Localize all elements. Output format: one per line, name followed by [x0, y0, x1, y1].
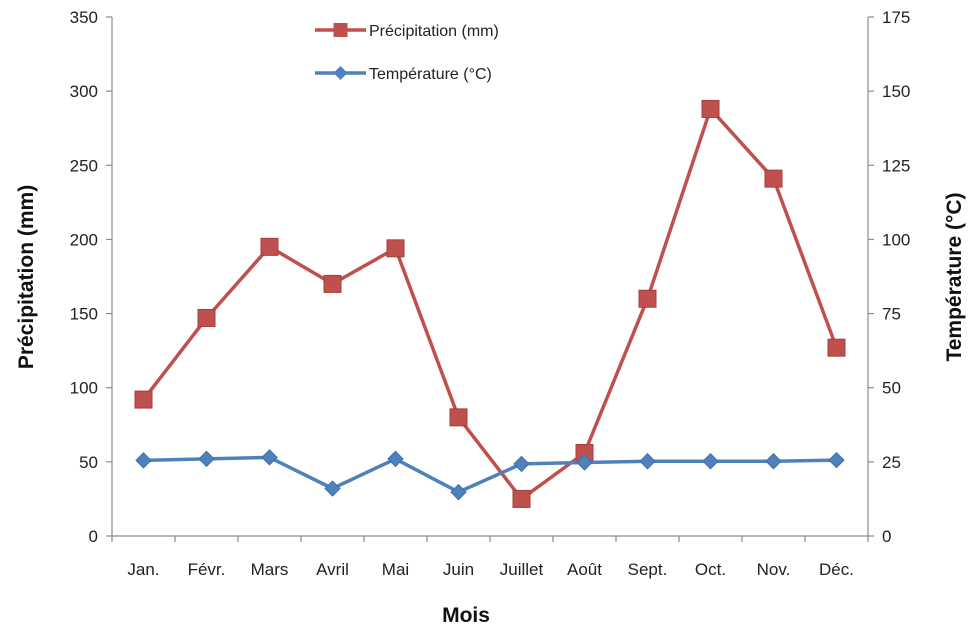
x-tick-label: Sept.: [628, 560, 668, 579]
x-tick-label: Juin: [443, 560, 474, 579]
y-right-tick-label: 25: [882, 453, 901, 472]
y-left-tick-label: 50: [79, 453, 98, 472]
y-right-tick-label: 0: [882, 527, 891, 546]
legend: Précipitation (mm) Température (°C): [315, 23, 499, 83]
data-point-diamond: [828, 451, 845, 469]
y-right-tick-label: 175: [882, 8, 910, 27]
y-right-tick-label: 75: [882, 305, 901, 324]
legend-label: Précipitation (mm): [369, 23, 499, 40]
data-point-square: [449, 408, 468, 427]
y-axis-title-right: Température (°C): [943, 192, 966, 361]
x-tick-label: Févr.: [188, 560, 226, 579]
x-tick-label: Oct.: [695, 560, 726, 579]
y-left-tick-label: 350: [70, 8, 98, 27]
y-left-tick-label: 100: [70, 379, 98, 398]
y-right-tick-label: 100: [882, 230, 910, 249]
data-point-diamond: [765, 453, 782, 470]
data-point-square: [701, 99, 720, 118]
data-point-square: [638, 289, 657, 308]
x-tick-label: Mars: [251, 560, 289, 579]
x-tick-label: Août: [567, 560, 602, 579]
data-point-diamond: [450, 483, 467, 501]
y-left-tick-label: 300: [70, 82, 98, 101]
x-tick-label: Nov.: [757, 560, 791, 579]
data-point-square: [134, 390, 153, 409]
data-point-square: [197, 309, 216, 328]
data-point-diamond: [639, 453, 656, 470]
x-tick-label: Mai: [382, 560, 409, 579]
data-point-diamond: [702, 453, 719, 470]
x-axis-title: Mois: [442, 604, 490, 627]
data-point-square: [260, 237, 279, 256]
series: [134, 99, 846, 508]
data-point-diamond: [576, 454, 593, 471]
data-point-diamond: [513, 455, 530, 473]
y-left-tick-label: 200: [70, 230, 98, 249]
legend-label: Température (°C): [369, 66, 492, 83]
data-point-diamond: [198, 450, 215, 468]
x-tick-label: Jan.: [127, 560, 159, 579]
y-axis-title-left: Précipitation (mm): [15, 185, 38, 369]
tick-labels: 0 50 100 150 200 250 300 350 0 25 50 75 100 125 150 175…: [70, 8, 911, 579]
x-tick-label: Juillet: [500, 560, 544, 579]
data-point-diamond: [261, 449, 278, 466]
axes: [106, 16, 874, 542]
legend-swatch-diamond: [333, 66, 348, 80]
series-line-1: [143, 455, 837, 494]
data-point-diamond: [135, 452, 152, 469]
data-point-square: [323, 274, 342, 293]
y-right-tick-label: 50: [882, 379, 901, 398]
data-point-square: [512, 489, 531, 508]
y-left-tick-label: 250: [70, 156, 98, 175]
data-point-square: [827, 338, 846, 357]
y-right-tick-label: 125: [882, 156, 910, 175]
data-point-square: [386, 239, 405, 258]
y-left-tick-label: 0: [89, 527, 98, 546]
data-point-diamond: [324, 480, 341, 497]
series-line-0: [142, 107, 839, 501]
data-point-diamond: [387, 450, 404, 468]
legend-swatch-square: [333, 23, 348, 37]
y-right-tick-label: 150: [882, 82, 910, 101]
x-tick-label: Avril: [316, 560, 349, 579]
data-point-square: [764, 169, 783, 188]
x-tick-label: Déc.: [819, 560, 854, 579]
y-left-tick-label: 150: [70, 305, 98, 324]
